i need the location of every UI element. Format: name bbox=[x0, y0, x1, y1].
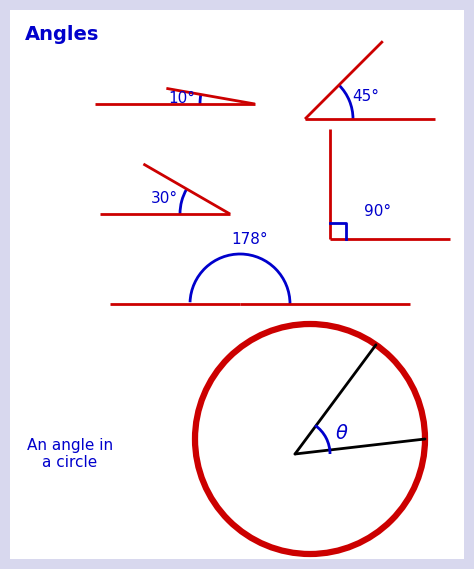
Text: 90°: 90° bbox=[365, 204, 392, 218]
Text: 45°: 45° bbox=[353, 89, 380, 104]
Text: 10°: 10° bbox=[169, 91, 196, 106]
Text: θ: θ bbox=[336, 424, 348, 443]
Text: 30°: 30° bbox=[151, 191, 178, 206]
Text: 178°: 178° bbox=[232, 232, 268, 246]
Text: An angle in
a circle: An angle in a circle bbox=[27, 438, 113, 470]
FancyBboxPatch shape bbox=[10, 10, 464, 559]
Text: Angles: Angles bbox=[25, 24, 100, 43]
